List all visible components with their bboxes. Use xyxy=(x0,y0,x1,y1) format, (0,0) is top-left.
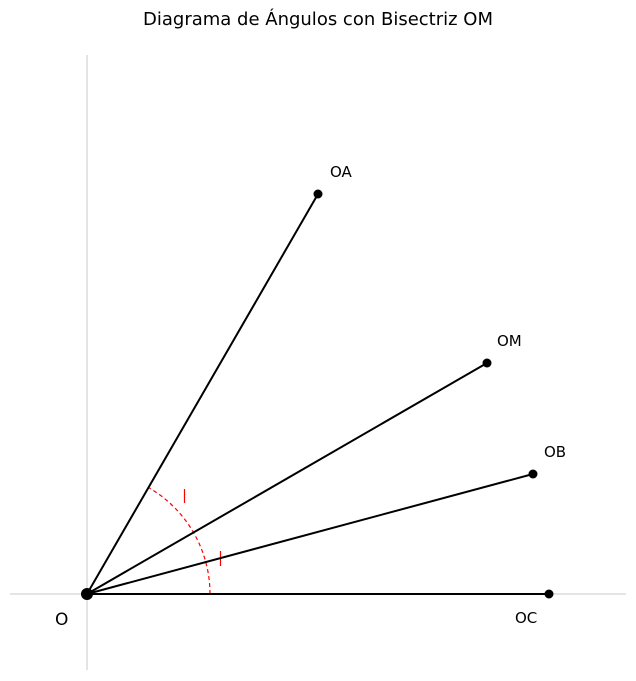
label-oa: OA xyxy=(330,163,353,181)
point-a xyxy=(313,189,323,199)
point-b xyxy=(528,469,538,479)
ray-om xyxy=(86,362,488,595)
origin-point xyxy=(81,588,93,600)
label-oc: OC xyxy=(515,609,537,627)
ray-oa xyxy=(86,193,319,595)
label-origin: O xyxy=(55,610,68,630)
label-ob: OB xyxy=(544,443,566,461)
ray-ob xyxy=(86,473,534,595)
diagram-title: Diagrama de Ángulos con Bisectriz OM xyxy=(143,9,493,30)
label-om: OM xyxy=(497,332,522,350)
point-m xyxy=(482,358,492,368)
point-c xyxy=(544,589,554,599)
